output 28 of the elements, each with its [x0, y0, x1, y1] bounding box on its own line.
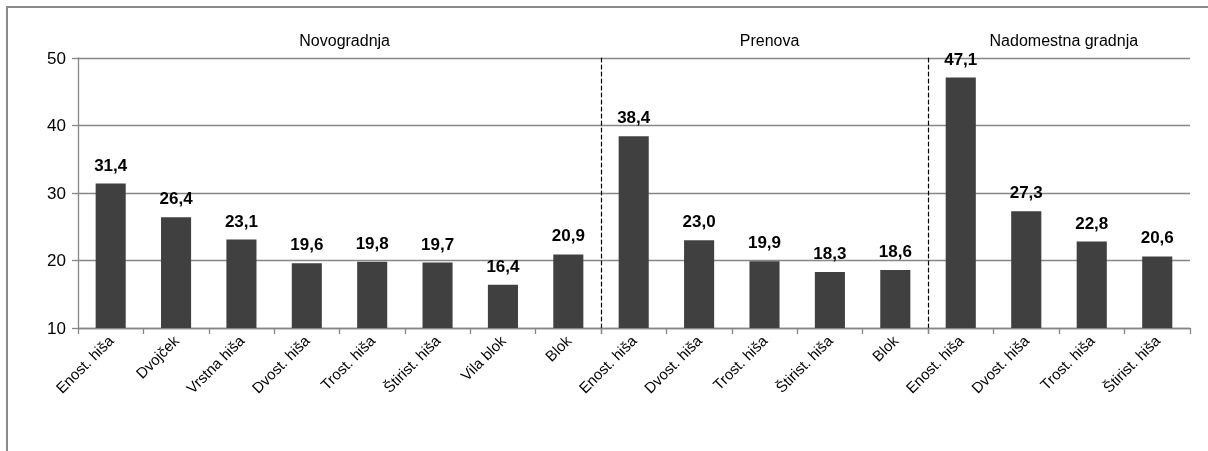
data-label: 31,4 [94, 155, 128, 175]
data-label: 18,3 [813, 243, 847, 263]
data-label: 19,6 [290, 235, 324, 255]
y-tick-label: 40 [47, 116, 66, 135]
x-tick-label: Vila blok [457, 331, 510, 384]
x-tick-label: Blok [868, 331, 902, 365]
chart-title: Nadomestna gradnja [989, 31, 1139, 49]
data-label: 18,6 [879, 241, 913, 261]
data-label: 22,8 [1075, 213, 1109, 233]
data-label: 23,1 [224, 211, 258, 231]
y-tick-label: 20 [47, 251, 66, 270]
y-tick-label: 10 [47, 318, 66, 338]
y-tick-label: 30 [47, 183, 66, 203]
data-label: 27,3 [1010, 183, 1044, 203]
data-label: 47,1 [944, 49, 978, 69]
data-label: 23,0 [682, 212, 716, 232]
chart-title: Novogradnja [299, 31, 391, 49]
data-label: 19,8 [355, 233, 389, 253]
chart-title: Prenova [740, 31, 800, 49]
data-label: 20,6 [1141, 228, 1175, 248]
data-label: 19,7 [421, 234, 455, 254]
data-label: 20,9 [551, 226, 585, 246]
data-label: 26,4 [159, 189, 194, 209]
y-tick-label: 50 [47, 48, 66, 68]
data-label: 38,4 [617, 108, 652, 128]
data-label: 16,4 [486, 256, 521, 276]
x-tick-label: Blok [541, 331, 575, 365]
data-label: 19,9 [748, 233, 782, 253]
